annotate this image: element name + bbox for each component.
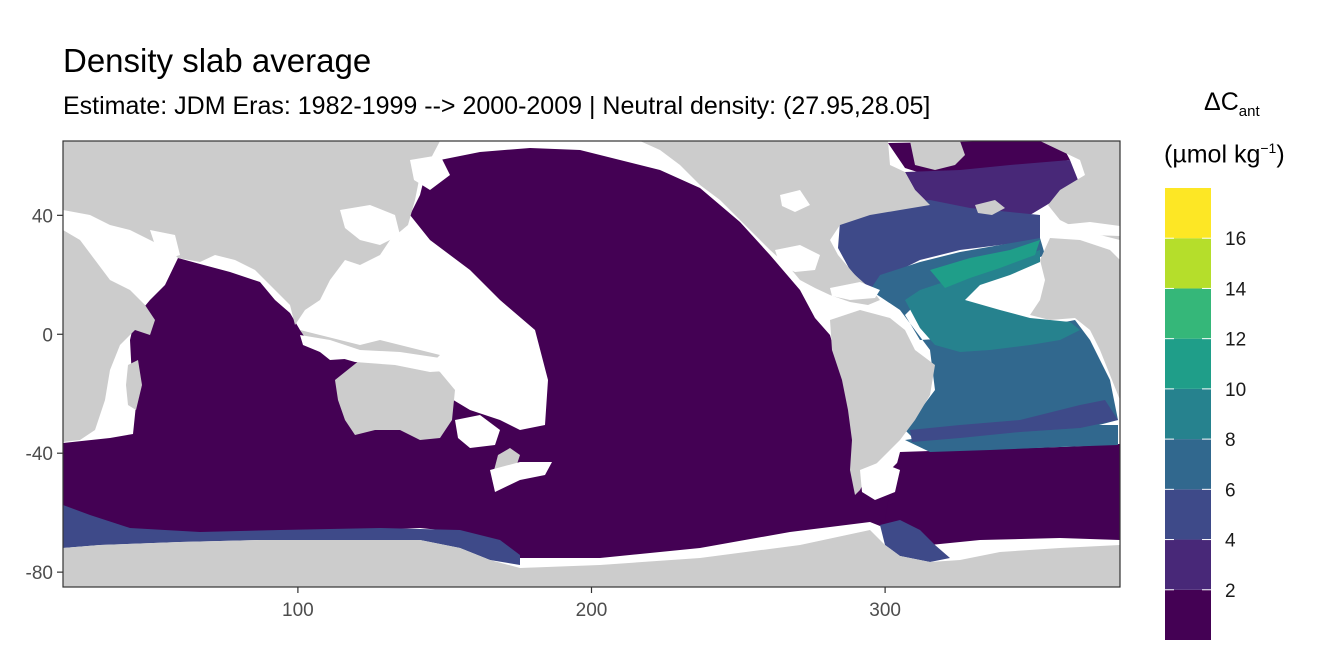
y-tick-label: 0 [42, 325, 53, 346]
land-south-america [830, 310, 935, 495]
legend-break-label: 8 [1225, 430, 1236, 451]
legend-title-sub: ant [1238, 103, 1260, 120]
land-europe-east [1040, 141, 1120, 240]
legend-color-step [1165, 338, 1211, 389]
legend-break-label: 14 [1225, 279, 1247, 300]
ocean-south-atlantic-transition [910, 400, 1118, 442]
no-data-arctic-edge [440, 141, 640, 155]
x-tick-label: 300 [869, 600, 901, 621]
no-data-red-sea [150, 230, 180, 258]
legend-title-post: ) [1276, 140, 1285, 169]
chart-title: Density slab average [63, 42, 372, 79]
land-iceland [975, 200, 1005, 215]
no-data-hudson [780, 190, 810, 212]
no-data-patagonia [860, 462, 900, 500]
legend: 2 4 6 8 10 12 14 16 [1165, 188, 1247, 640]
land-madagascar [126, 360, 142, 410]
no-data-nz-plateau [490, 462, 552, 492]
legend-title-main: ΔC [1204, 88, 1239, 116]
no-data-tasman [455, 415, 500, 448]
x-tick-label: 200 [576, 600, 608, 621]
land-africa-west [1030, 238, 1120, 400]
land-eurasia [63, 141, 440, 325]
no-data-okhotsk [410, 155, 450, 190]
land-north-america [640, 141, 930, 305]
legend-color-step [1165, 539, 1211, 590]
land-greenland [910, 141, 965, 170]
legend-color-step [1165, 188, 1211, 239]
legend-break-label: 16 [1225, 229, 1246, 250]
y-axis: 40 0 -40 -80 [26, 206, 63, 584]
ocean-southern-atlantic [885, 444, 1120, 545]
ocean-atlantic-core-10-12 [930, 240, 1040, 288]
legend-color-step [1165, 439, 1211, 490]
legend-title-pre: (µmol kg [1164, 140, 1261, 169]
legend-title-line2: (µmol kg−1) [1164, 140, 1285, 169]
land-africa [63, 230, 155, 442]
ocean-antarctic-margin [63, 505, 520, 565]
legend-break-label: 6 [1225, 480, 1236, 501]
legend-color-step [1165, 388, 1211, 440]
land-australia [335, 355, 455, 440]
ocean-atlantic-core-8-10 [905, 250, 1080, 352]
legend-break-label: 4 [1225, 531, 1236, 552]
no-data-caribbean [830, 282, 880, 300]
chart-subtitle: Estimate: JDM Eras: 1982-1999 --> 2000-2… [63, 92, 931, 120]
legend-title-line1: ΔCant [1204, 88, 1260, 120]
legend-color-step [1165, 238, 1211, 289]
no-data-mediterranean [1060, 222, 1120, 236]
x-axis: 100 200 300 [282, 587, 901, 621]
ocean-antarctic-margin-weddell [880, 520, 950, 562]
legend-break-label: 12 [1225, 330, 1246, 351]
legend-break-label: 2 [1225, 581, 1236, 602]
ocean-south-atlantic-interior [905, 425, 1118, 452]
legend-break-label: 10 [1225, 380, 1246, 401]
y-tick-label: -40 [26, 444, 53, 465]
ocean-west-north-atlantic [838, 200, 1040, 290]
y-tick-label: -80 [26, 563, 53, 584]
legend-title-sup: −1 [1260, 140, 1277, 156]
legend-color-step [1165, 489, 1211, 540]
x-tick-label: 100 [282, 600, 314, 621]
y-tick-label: 40 [32, 206, 53, 227]
no-data-east-asia-seas [340, 205, 400, 245]
legend-color-step [1165, 589, 1211, 640]
no-data-gulf-of-mexico [775, 245, 820, 272]
no-data-indonesia [300, 335, 460, 372]
land-antarctica [63, 530, 1120, 587]
legend-color-step [1165, 288, 1211, 339]
